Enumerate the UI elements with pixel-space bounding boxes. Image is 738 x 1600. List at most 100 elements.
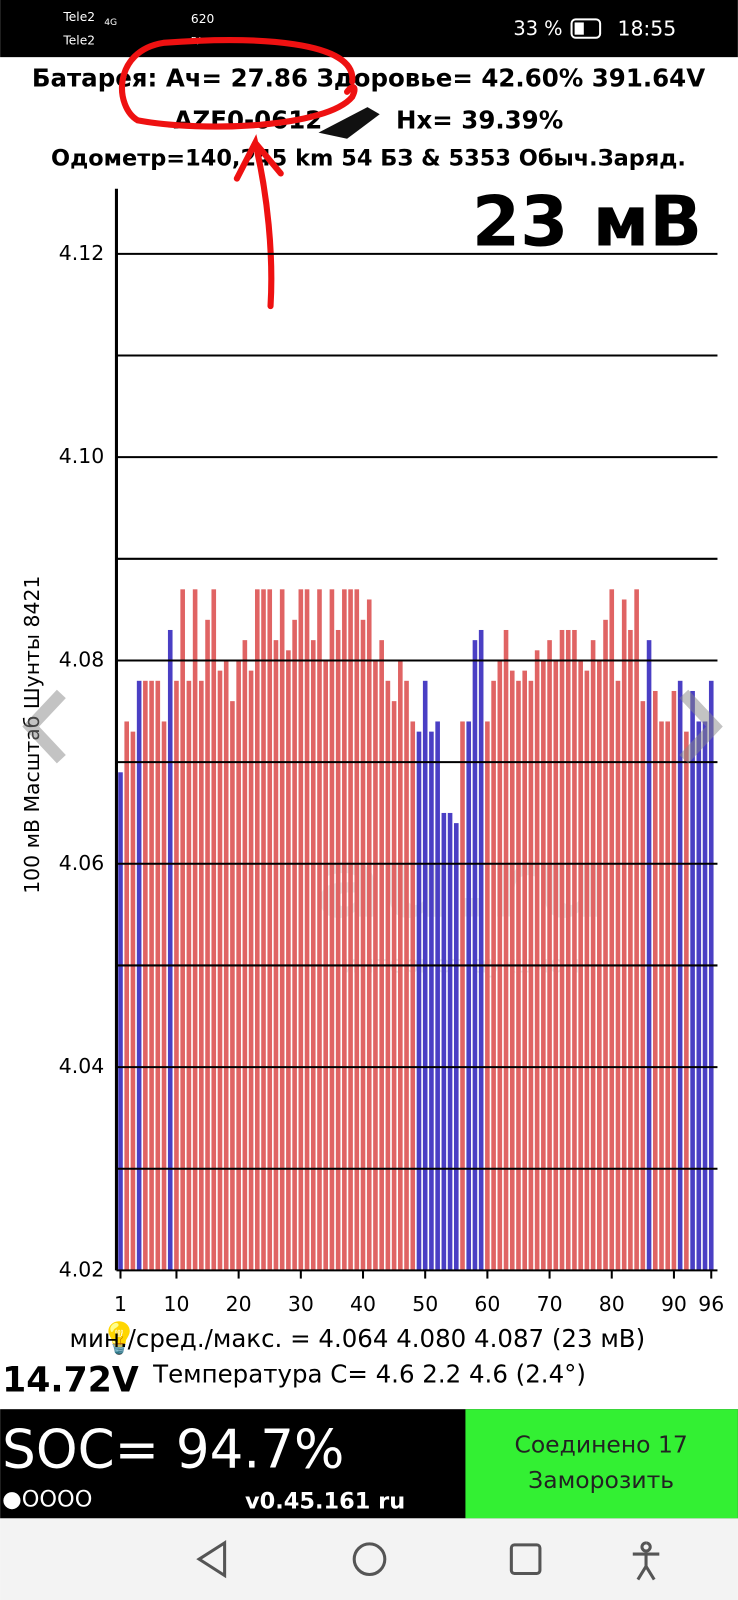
bar [609, 589, 615, 1271]
bar [161, 721, 167, 1271]
bar [522, 670, 527, 1271]
bar [242, 640, 248, 1271]
hx: Hx= 39.39% [396, 105, 563, 134]
y-tick-label: 4.02 [59, 1257, 104, 1281]
bar [640, 701, 646, 1271]
bar [447, 812, 453, 1271]
soc: SOC= 94.7% [2, 1419, 344, 1481]
nav-back[interactable] [196, 1540, 227, 1579]
bar [696, 721, 702, 1271]
connected[interactable]: Соединено 17 [514, 1430, 687, 1458]
bar [453, 823, 459, 1271]
nav-arrow-left [22, 689, 66, 764]
bar [279, 589, 285, 1271]
bar [441, 812, 447, 1271]
bar [603, 619, 608, 1271]
y-tick-label: 4.04 [59, 1054, 104, 1078]
bar [509, 670, 515, 1271]
y-tick-label: 4.10 [59, 444, 104, 468]
bar [261, 589, 266, 1271]
bar [671, 690, 677, 1271]
bar [211, 589, 217, 1271]
network: 4G [104, 17, 117, 28]
bar [628, 629, 633, 1271]
bar [124, 721, 130, 1271]
bar [136, 680, 142, 1271]
x-tick-label: 20 [226, 1292, 252, 1316]
bar [565, 629, 571, 1271]
bar [335, 629, 341, 1271]
bar [429, 731, 434, 1271]
bar [317, 589, 322, 1271]
speed: 620 [191, 12, 214, 26]
y-tick-label: 4.12 [59, 241, 104, 265]
x-tick-label: 96 [698, 1292, 724, 1316]
battery-info: Батарея: Ач= 27.86 Здоровье= 42.60% 391.… [32, 64, 705, 93]
stats: мин./сред./макс. = 4.064 4.080 4.087 (23… [70, 1324, 646, 1353]
bar [590, 640, 596, 1271]
freeze[interactable]: Заморозить [528, 1466, 674, 1494]
bar [155, 680, 161, 1271]
odometer: Одометр=140,245 km 54 БЗ & 5353 Обыч.Зар… [51, 146, 686, 172]
nav-home[interactable] [352, 1542, 387, 1577]
bar [422, 680, 428, 1271]
bar [410, 721, 416, 1271]
x-tick-label: 80 [599, 1292, 625, 1316]
chart: au.ruинтернет аукцион4.024.044.064.084.1… [20, 183, 724, 1317]
bar [174, 680, 179, 1271]
nav-bar [0, 1518, 738, 1600]
bar [348, 589, 353, 1271]
bar [460, 721, 465, 1271]
bar [547, 640, 552, 1271]
nav-recent[interactable] [509, 1543, 542, 1575]
bar [621, 599, 627, 1271]
battery-percent: 33 % [513, 17, 562, 40]
battery-icon [570, 18, 602, 39]
bulb-icon: 💡 [100, 1320, 138, 1356]
annotation-scribble [118, 37, 358, 310]
annotation: 23 мВ [472, 183, 702, 263]
bar [366, 599, 372, 1271]
bar [217, 670, 223, 1271]
bar [130, 731, 136, 1271]
bar [205, 619, 210, 1271]
nav-arrow-right [679, 689, 723, 764]
bar [702, 721, 708, 1271]
bar [385, 680, 391, 1271]
x-tick-label: 90 [661, 1292, 687, 1316]
bar [273, 640, 279, 1271]
battery-level [574, 22, 584, 35]
status-bar [0, 0, 738, 58]
bar [180, 589, 185, 1271]
bar [329, 589, 335, 1271]
bar [652, 690, 658, 1271]
nav-accessibility[interactable] [632, 1541, 660, 1581]
x-tick-label: 30 [288, 1292, 314, 1316]
bar [491, 680, 496, 1271]
bar [310, 640, 316, 1271]
version: v0.45.161 ru [245, 1489, 405, 1515]
bar [267, 589, 273, 1271]
bar [708, 680, 714, 1271]
bar [572, 629, 577, 1271]
bar [167, 629, 173, 1271]
carrier: Tele2 [62, 10, 95, 24]
bar [646, 640, 652, 1271]
bar [684, 731, 689, 1271]
bar [516, 680, 521, 1271]
bar [478, 629, 484, 1271]
bar [690, 690, 695, 1271]
bar [342, 589, 347, 1271]
bar [659, 721, 664, 1271]
x-tick-label: 1 [114, 1292, 127, 1316]
dots: ●OOOO [2, 1487, 92, 1513]
bar [559, 629, 565, 1271]
connect-button[interactable] [465, 1409, 738, 1519]
bar [485, 721, 490, 1271]
bar [292, 619, 297, 1271]
bar [186, 680, 192, 1271]
bar [192, 589, 198, 1271]
bar [435, 721, 440, 1271]
bar [304, 589, 310, 1271]
